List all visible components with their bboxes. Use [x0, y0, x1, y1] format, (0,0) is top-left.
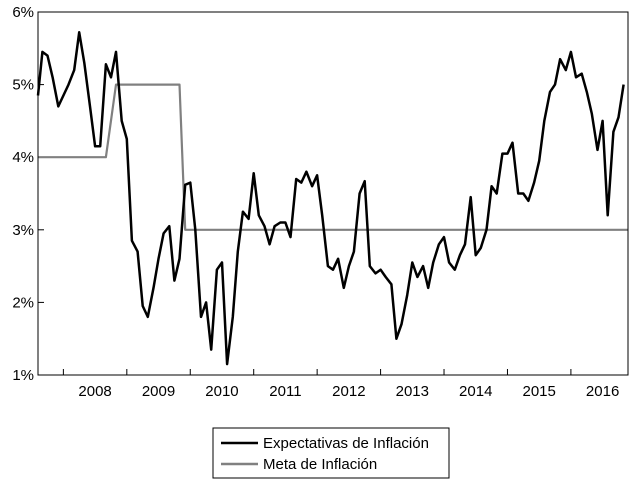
y-tick-label: 4%	[12, 149, 34, 166]
x-axis: 2008 2009 2010 2011 2012 2013 2014 2015 2016	[62, 369, 619, 400]
x-tick-label: 2016	[586, 383, 619, 400]
legend-box	[212, 427, 450, 479]
x-tick-label: 2008	[78, 383, 111, 400]
y-tick-label: 5%	[12, 77, 34, 94]
legend-label-meta: Meta de Inflación	[263, 456, 377, 473]
series-lines	[36, 31, 628, 366]
plot-frame	[37, 11, 629, 376]
y-axis: 1% 2% 3% 4% 5% 6%	[12, 4, 44, 384]
x-tick-label: 2010	[205, 383, 238, 400]
y-tick-label: 6%	[12, 4, 34, 21]
x-tick-label: 2014	[459, 383, 492, 400]
legend: Expectativas de Inflación Meta de Inflac…	[212, 427, 450, 479]
x-tick-label: 2013	[396, 383, 429, 400]
y-tick-label: 1%	[12, 367, 34, 384]
x-tick-label: 2012	[332, 383, 365, 400]
legend-label-expectativas: Expectativas de Inflación	[263, 435, 429, 452]
y-tick-label: 3%	[12, 222, 34, 239]
y-tick-label: 2%	[12, 294, 34, 311]
series-line-expectativas	[36, 31, 625, 366]
series-line-meta	[38, 83, 628, 231]
x-tick-label: 2009	[142, 383, 175, 400]
x-tick-label: 2011	[269, 383, 301, 400]
x-tick-label: 2015	[522, 383, 555, 400]
